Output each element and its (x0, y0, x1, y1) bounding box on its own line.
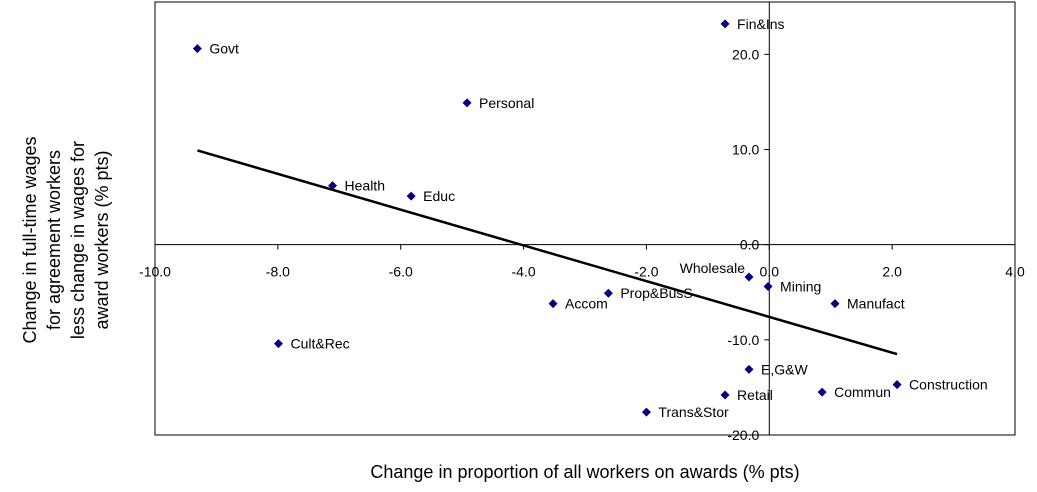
y-tick-label: 0.0 (740, 237, 760, 253)
x-tick-label: -4.0 (512, 264, 536, 280)
point (462, 98, 472, 108)
point (763, 282, 773, 292)
point-label: Wholesale (680, 260, 746, 276)
point (641, 407, 651, 417)
point (273, 339, 283, 349)
point-label: Educ (423, 188, 455, 204)
y-tick-label: -10.0 (727, 332, 759, 348)
point-label: Cult&Rec (290, 336, 349, 352)
x-tick-label: -2.0 (634, 264, 658, 280)
point (548, 299, 558, 309)
point-label: Commun (834, 384, 891, 400)
point-label: Mining (780, 279, 821, 295)
trendline (197, 149, 898, 356)
y-tick-label: -20.0 (727, 427, 759, 443)
x-tick-label: -6.0 (389, 264, 413, 280)
x-tick-label: 0.0 (760, 264, 780, 280)
point-label: Accom (565, 296, 608, 312)
y-axis-label: for agreement workers (44, 150, 64, 330)
point-label: Manufact (847, 296, 905, 312)
point-label: Fin&Ins (737, 16, 784, 32)
point (892, 380, 902, 390)
point-label: Health (345, 178, 385, 194)
y-axis-label: Change in full-time wages (20, 136, 40, 343)
point (406, 191, 416, 201)
point (720, 19, 730, 29)
point (192, 44, 202, 54)
point-label: Prop&BusS (620, 285, 692, 301)
point (603, 288, 613, 298)
point (744, 364, 754, 374)
y-tick-label: 10.0 (732, 142, 759, 158)
point-label: E,G&W (761, 361, 808, 377)
point-label: Govt (209, 41, 239, 57)
x-tick-label: 2.0 (882, 264, 902, 280)
plot-frame (154, 1, 1016, 436)
y-axis-label: award workers (% pts) (92, 150, 112, 329)
point-label: Personal (479, 95, 534, 111)
point-label: Trans&Stor (658, 404, 729, 420)
point-label: Construction (909, 377, 988, 393)
x-tick-label: -10.0 (139, 264, 171, 280)
point (817, 387, 827, 397)
y-tick-label: 20.0 (732, 46, 759, 62)
x-axis-label: Change in proportion of all workers on a… (370, 462, 799, 482)
point (830, 299, 840, 309)
point (720, 390, 730, 400)
x-tick-label: 4.0 (1005, 264, 1025, 280)
point-label: Retail (737, 387, 773, 403)
y-axis-label: less change in wages for (68, 141, 88, 339)
point (744, 272, 754, 282)
x-tick-label: -8.0 (266, 264, 290, 280)
